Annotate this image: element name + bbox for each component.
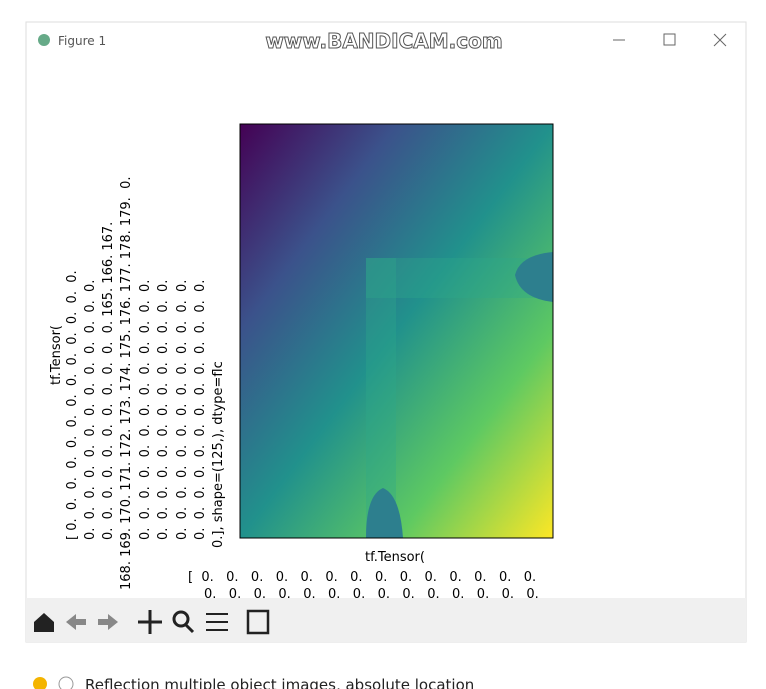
y-tick-labels: 0. 0. 0. 0. 0. 0. 0. 0. 0. 0. 0. 0. 0. bbox=[193, 280, 208, 540]
watermark: www.BANDICAM.com bbox=[265, 29, 502, 53]
zoom-button[interactable] bbox=[172, 610, 190, 628]
x-tick-labels: 0. 0. 0. 0. 0. 0. 0. 0. 0. 0. 0. 0. 0. 0… bbox=[204, 587, 539, 602]
save-button[interactable] bbox=[246, 609, 270, 635]
caption: Reflection multiple object images, absol… bbox=[85, 676, 474, 689]
heatmap bbox=[240, 124, 553, 538]
y-tick-labels: 0. 0. 0. 0. 0. 0. 0. 0. 0. 0. 0. 0. 0. bbox=[175, 280, 190, 540]
back-button[interactable] bbox=[66, 614, 86, 630]
title-bar: Figure 1 www.BANDICAM.com bbox=[38, 29, 727, 54]
heatmap-blob bbox=[515, 252, 553, 302]
window-title: Figure 1 bbox=[58, 34, 106, 48]
configure-button[interactable] bbox=[206, 613, 228, 631]
app-icon bbox=[38, 34, 50, 46]
toolbar bbox=[26, 598, 746, 642]
y-label: tf.Tensor( bbox=[49, 325, 64, 385]
y-tick-labels: [ 0. 0. 0. 0. 0. 0. 0. 0. 0. 0. 0. 0. 0. bbox=[65, 270, 80, 540]
axes-frame bbox=[239, 123, 554, 539]
x-label: tf.Tensor( bbox=[365, 550, 425, 565]
y-tick-labels: 0. 0. 0. 0. 0. 0. 0. 0. 0. 0. 0. 0. 0. bbox=[138, 280, 153, 540]
x-tick-labels: [ 0. 0. 0. 0. 0. 0. 0. 0. 0. 0. 0. 0. 0.… bbox=[188, 570, 536, 585]
forward-button[interactable] bbox=[98, 614, 118, 630]
pan-button[interactable] bbox=[138, 610, 162, 634]
toolbar-bg bbox=[26, 598, 746, 642]
heatmap-blob bbox=[366, 488, 403, 538]
y-tick-labels: 0. 0. 0. 0. 0. 0. 0. 0. 0. 0. 0. 165. 16… bbox=[101, 222, 116, 540]
maximize-button[interactable] bbox=[663, 33, 676, 46]
home-button[interactable] bbox=[34, 613, 54, 632]
close-button[interactable] bbox=[713, 33, 727, 47]
radio[interactable] bbox=[58, 676, 74, 689]
emoji bbox=[33, 677, 47, 689]
y-tick-labels: 0.], shape=(125,), dtype=flc bbox=[211, 361, 226, 548]
y-tick-labels: 0. 0. 0. 0. 0. 0. 0. 0. 0. 0. 0. 0. 0. bbox=[83, 280, 98, 540]
plot-area: tf.Tensor( tf.Tensor( [ 0. 0. 0. 0. 0. 0… bbox=[49, 123, 554, 602]
y-tick-labels: 168. 169. 170. 171. 172. 173. 174. 175. … bbox=[119, 177, 134, 590]
y-tick-labels: 0. 0. 0. 0. 0. 0. 0. 0. 0. 0. 0. 0. 0. bbox=[156, 280, 171, 540]
